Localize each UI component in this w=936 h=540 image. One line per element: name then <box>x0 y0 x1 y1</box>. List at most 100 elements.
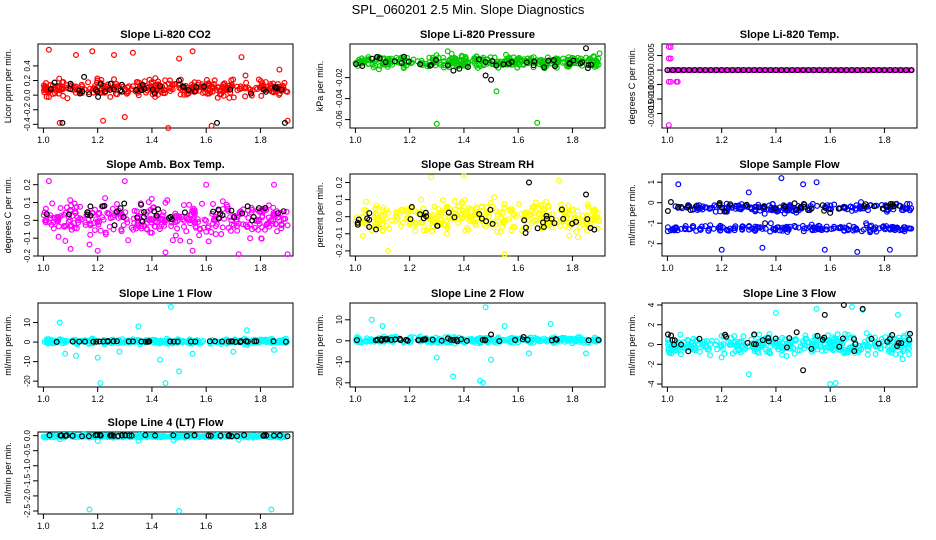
data-point <box>55 223 62 230</box>
data-point <box>255 205 262 212</box>
data-point <box>110 76 117 83</box>
data-point <box>886 246 893 253</box>
data-point <box>76 87 83 94</box>
data-point <box>873 67 880 74</box>
x-tick-label: 1.0 <box>661 263 674 273</box>
data-point <box>107 215 114 222</box>
data-point <box>550 57 557 64</box>
x-tick-label: 1.4 <box>770 394 783 404</box>
data-point <box>415 337 422 344</box>
data-point <box>86 506 93 513</box>
data-point <box>67 245 74 252</box>
data-point <box>382 215 389 222</box>
data-point <box>215 206 222 213</box>
data-point <box>55 233 62 240</box>
y-tick-label: 0.0 <box>23 214 32 226</box>
data-point <box>685 348 692 355</box>
data-point <box>540 206 547 213</box>
data-point <box>72 352 79 359</box>
data-point <box>861 338 868 345</box>
data-point <box>281 79 288 86</box>
panel-title: Slope Line 1 Flow <box>119 288 212 300</box>
data-point <box>772 335 779 342</box>
data-point <box>534 119 541 126</box>
data-point <box>761 210 768 217</box>
data-point <box>159 216 166 223</box>
data-point <box>745 67 752 74</box>
data-point <box>196 225 203 232</box>
data-point <box>166 214 173 221</box>
data-point <box>365 60 372 67</box>
y-axis-label: ml/min per min. <box>3 314 13 376</box>
data-point <box>487 206 494 213</box>
chart-panel: Slope Sample Flow ml/min per min. 1.0 1.2 1.… <box>627 159 918 273</box>
data-point <box>458 336 465 343</box>
data-point <box>164 197 171 204</box>
data-point <box>465 226 472 233</box>
data-point <box>890 225 897 232</box>
data-point <box>473 337 480 344</box>
data-point <box>854 248 861 255</box>
data-point <box>128 432 135 439</box>
data-point <box>131 207 138 214</box>
data-point <box>440 54 447 61</box>
data-point <box>169 81 176 88</box>
data-point <box>249 217 256 224</box>
data-point <box>46 336 53 343</box>
data-point <box>233 218 240 225</box>
x-tick-label: 1.8 <box>254 135 267 145</box>
data-point <box>122 432 129 439</box>
x-tick-label: 1.0 <box>349 263 362 273</box>
data-point <box>420 227 427 234</box>
data-point <box>696 225 703 232</box>
data-point <box>576 224 583 231</box>
data-point <box>585 339 592 346</box>
data-point <box>696 67 703 74</box>
data-point <box>151 208 158 215</box>
data-point <box>753 67 760 74</box>
data-point <box>421 336 428 343</box>
data-point <box>384 209 391 216</box>
x-tick-label: 1.2 <box>403 135 416 145</box>
data-point <box>359 62 366 69</box>
data-point <box>683 67 690 74</box>
data-point <box>142 432 149 439</box>
data-point <box>841 227 848 234</box>
y-tick-label: -0.2 <box>23 102 32 116</box>
data-point <box>420 215 427 222</box>
data-point <box>271 181 278 188</box>
data-point <box>450 373 457 380</box>
data-point <box>262 226 269 233</box>
data-point <box>363 338 370 345</box>
data-point <box>228 221 235 228</box>
data-point <box>100 117 107 124</box>
data-point <box>63 204 70 211</box>
data-point <box>81 73 88 80</box>
data-point <box>591 226 598 233</box>
data-point <box>170 432 177 439</box>
data-point <box>829 67 836 74</box>
data-point <box>665 55 672 62</box>
data-point <box>374 53 381 60</box>
data-point <box>280 215 287 222</box>
data-point <box>813 305 820 312</box>
data-point <box>555 177 562 184</box>
data-point <box>207 432 214 439</box>
y-tick-label: -10 <box>335 355 344 367</box>
data-point <box>67 197 74 204</box>
data-point <box>162 90 169 97</box>
data-point <box>685 226 692 233</box>
data-point <box>87 203 94 210</box>
y-tick-label: -4 <box>647 380 656 388</box>
data-point <box>77 203 84 210</box>
data-point <box>276 66 283 73</box>
data-point <box>474 64 481 71</box>
data-point <box>60 92 67 99</box>
data-point <box>866 226 873 233</box>
data-point <box>677 331 684 338</box>
data-point <box>848 304 855 311</box>
data-point <box>354 221 361 228</box>
y-tick-label: -0.0005 <box>647 70 656 98</box>
data-point <box>859 305 866 312</box>
data-point <box>255 76 262 83</box>
